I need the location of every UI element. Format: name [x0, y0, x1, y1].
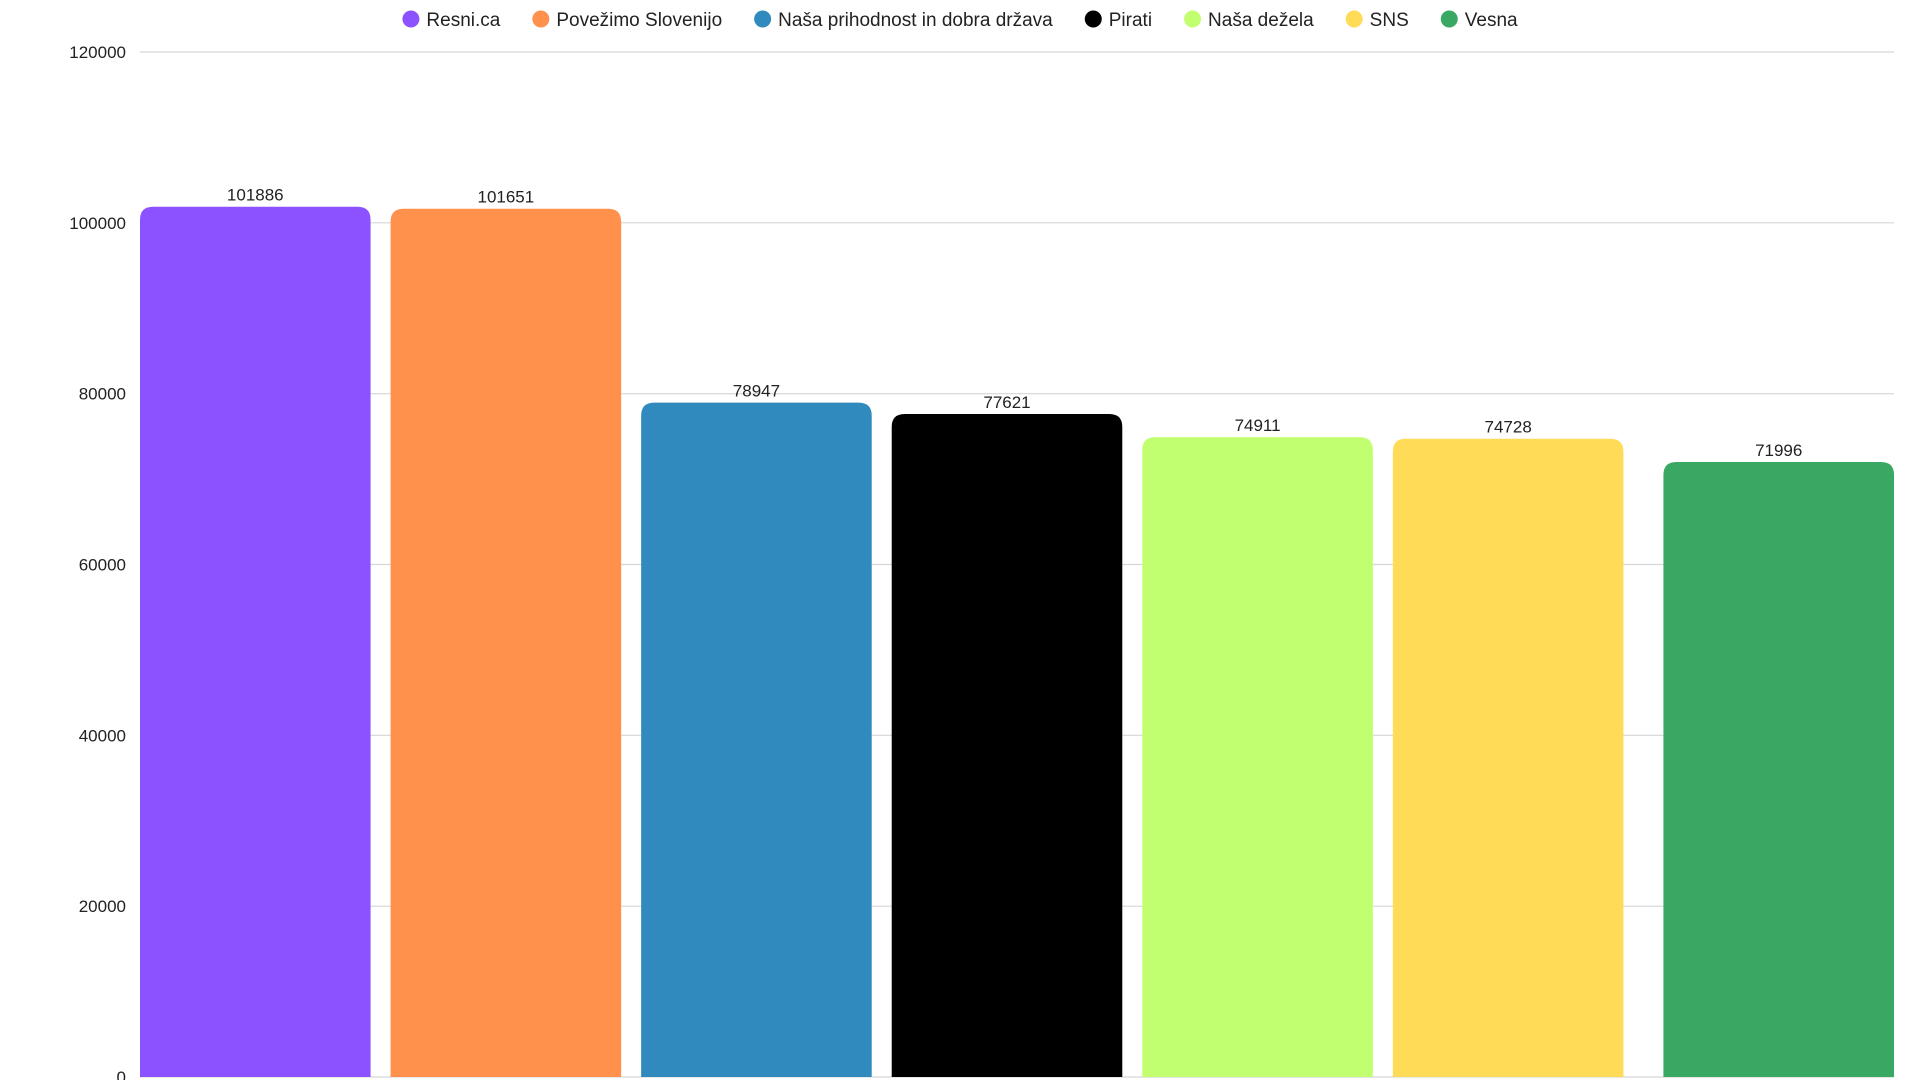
legend-item: Vesna	[1440, 10, 1518, 31]
legend-item: Resni.ca	[402, 10, 501, 31]
y-tick-label: 0	[117, 1068, 126, 1080]
legend-item: Povežimo Slovenijo	[532, 10, 722, 31]
y-tick-label: 20000	[79, 897, 126, 916]
data-label: 71996	[1755, 441, 1802, 460]
legend-marker	[532, 10, 550, 28]
legend-item: SNS	[1345, 10, 1409, 31]
legend-label: Naša prihodnost in dobra država	[778, 10, 1053, 31]
bar	[641, 402, 872, 1078]
data-label: 78947	[733, 382, 780, 401]
legend-label: Resni.ca	[426, 10, 500, 31]
y-tick-label: 80000	[79, 385, 126, 404]
y-tick-label: 100000	[69, 214, 126, 233]
legend-item: Naša dežela	[1184, 10, 1314, 31]
legend-label: Vesna	[1465, 10, 1518, 31]
y-tick-label: 60000	[79, 556, 126, 575]
legend-item: Pirati	[1084, 10, 1152, 31]
bar	[1392, 438, 1624, 1077]
legend: Resni.ca Povežimo Slovenijo Naša prihodnos…	[402, 10, 1518, 31]
y-tick-label: 120000	[69, 43, 126, 62]
bar	[1663, 462, 1894, 1077]
legend-item: Naša prihodnost in dobra država	[754, 10, 1053, 31]
y-tick-label: 40000	[79, 726, 126, 745]
legend-marker	[402, 10, 420, 28]
legend-label: Naša dežela	[1208, 10, 1314, 31]
bar	[1142, 437, 1373, 1077]
legend-label: Pirati	[1109, 10, 1152, 31]
legend-marker	[754, 10, 772, 28]
y-axis: 0 20000 40000 60000 80000 100000 120000	[69, 43, 126, 1080]
bar	[140, 206, 371, 1077]
data-label: 101886	[227, 186, 284, 205]
data-label: 74911	[1235, 416, 1281, 435]
bars	[140, 206, 1894, 1078]
legend-marker	[1184, 10, 1202, 28]
data-label: 77621	[983, 393, 1030, 412]
bar	[390, 208, 622, 1077]
legend-label: SNS	[1370, 10, 1409, 31]
legend-label: Povežimo Slovenijo	[556, 10, 722, 31]
data-label: 74728	[1485, 418, 1532, 437]
legend-marker	[1084, 10, 1102, 28]
data-labels: 101886 101651 78947 77621 74911 74728 71996	[227, 186, 1802, 460]
bar	[891, 413, 1123, 1077]
data-label: 101651	[477, 188, 534, 207]
legend-marker	[1440, 10, 1458, 28]
legend-marker	[1345, 10, 1363, 28]
